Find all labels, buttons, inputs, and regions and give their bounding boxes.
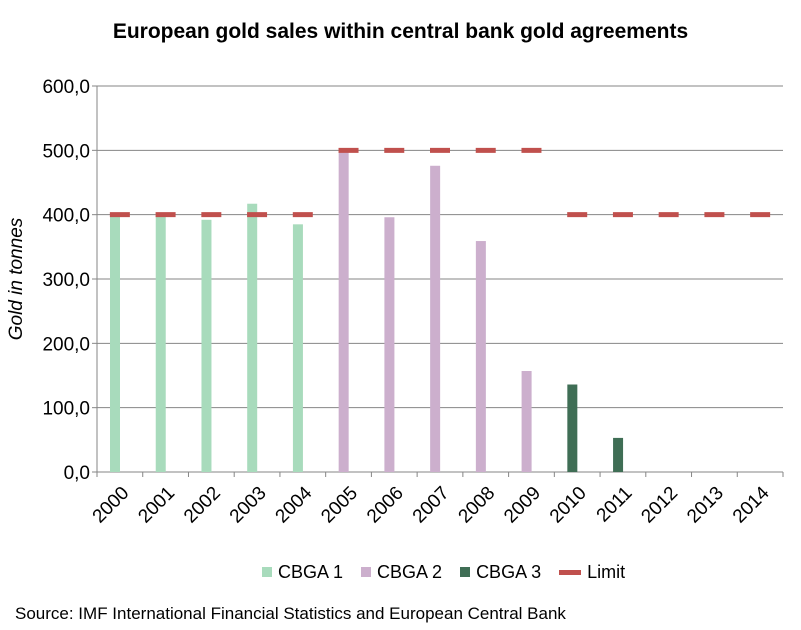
x-tick-label: 2013	[683, 483, 728, 528]
chart-title: European gold sales within central bank …	[112, 20, 689, 43]
bar-cbga-1	[201, 219, 212, 472]
bar-cbga-1	[155, 213, 166, 472]
legend-swatch	[361, 567, 372, 577]
bar-cbga-2	[521, 370, 532, 472]
y-tick-label: 400,0	[42, 206, 90, 227]
legend-swatch	[262, 567, 272, 577]
legend-label: Limit	[587, 561, 626, 582]
legend-item-cbga-2: CBGA 2	[361, 562, 442, 583]
y-tick-label: 100,0	[42, 399, 90, 420]
legend: CBGA 1 CBGA 2 CBGA 3 Limit	[262, 560, 643, 584]
x-tick-label: 2012	[637, 483, 682, 528]
bar-cbga-2	[475, 241, 486, 472]
bar-cbga-2	[430, 165, 441, 473]
x-tick-label: 2006	[363, 483, 408, 528]
legend-item-limit: Limit	[559, 562, 625, 583]
x-tick-label: 2001	[134, 483, 179, 528]
y-tick-label: 0,0	[64, 463, 90, 484]
x-tick-label: 2008	[455, 483, 500, 528]
x-tick-label: 2010	[546, 483, 591, 528]
bar-cbga-2	[338, 152, 349, 472]
chart-area: 0,0 100,0 200,0 300,0 400,0 500,0 600,0 Gold in…	[6, 77, 784, 528]
bar-cbga-3	[613, 437, 624, 472]
source-note: Source: IMF International Financial Stat…	[15, 604, 566, 623]
legend-label: CBGA 1	[278, 561, 344, 582]
y-tick-label: 300,0	[42, 270, 90, 291]
legend-label: CBGA 3	[476, 561, 542, 582]
bar-cbga-2	[384, 217, 395, 472]
x-tick-label: 2007	[409, 483, 454, 528]
x-tick-label: 2009	[500, 483, 545, 528]
legend-item-cbga-3: CBGA 3	[460, 562, 541, 583]
x-tick-label: 2000	[89, 483, 134, 528]
x-tick-label: 2005	[317, 483, 362, 528]
bar-cbga-1	[292, 224, 303, 472]
legend-label: CBGA 2	[377, 561, 443, 582]
x-tick-label: 2002	[180, 483, 225, 528]
x-tick-label: 2004	[272, 482, 317, 527]
x-tick-label: 2011	[593, 483, 637, 527]
y-tick-label: 200,0	[42, 334, 90, 355]
x-tick-label: 2003	[226, 483, 271, 528]
bar-cbga-1	[247, 203, 258, 473]
y-axis-label: Gold in tonnes	[6, 217, 27, 340]
legend-item-cbga-1: CBGA 1	[262, 562, 343, 583]
y-tick-label: 600,0	[42, 77, 90, 98]
y-tick-label: 500,0	[42, 141, 90, 162]
legend-swatch	[559, 569, 582, 575]
x-tick-label: 2014	[729, 482, 774, 527]
bar-cbga-3	[567, 384, 578, 472]
legend-swatch	[460, 567, 471, 577]
bar-cbga-1	[110, 214, 120, 472]
